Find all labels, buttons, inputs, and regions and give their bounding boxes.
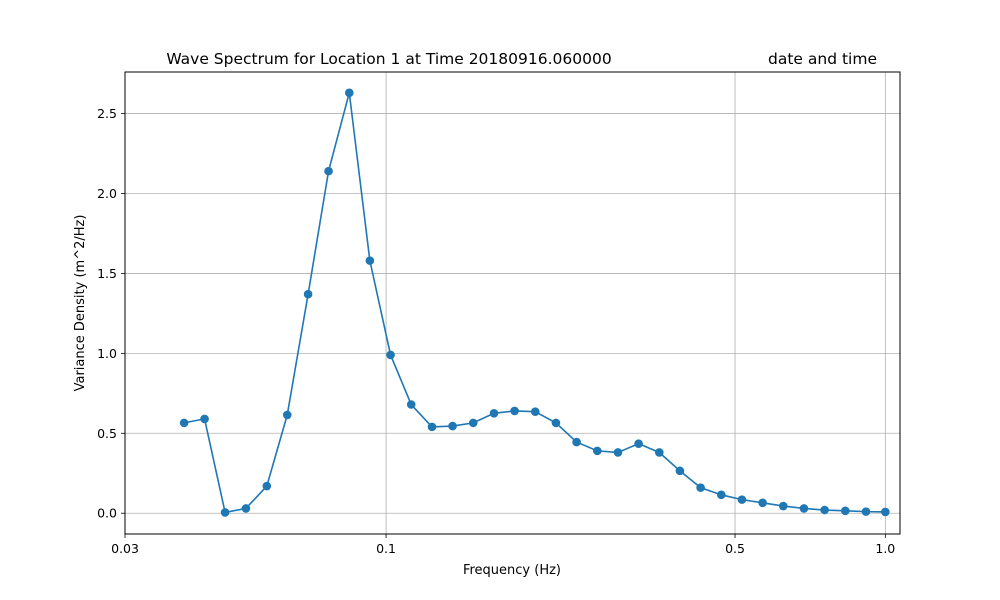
data-point: [200, 414, 209, 424]
data-point: [572, 437, 581, 447]
data-point: [634, 439, 643, 448]
x-axis-label: Frequency (Hz): [463, 563, 561, 578]
x-tick-label: 0.03: [111, 541, 139, 556]
x-tick-label: 1.0: [875, 541, 895, 556]
data-point: [675, 466, 685, 476]
data-point: [861, 507, 871, 516]
grid-lines: [124, 72, 900, 534]
data-point: [282, 410, 292, 420]
data-point: [179, 418, 189, 428]
y-tick-label: 1.5: [97, 266, 117, 281]
data-point: [881, 507, 890, 517]
axis-layer: 0.03 0.1 0.5 1.0 0.0 0.5 1.0 1.5 2.0 2.5: [97, 106, 895, 556]
data-point: [716, 490, 726, 500]
data-point: [448, 421, 457, 431]
data-point: [820, 505, 829, 515]
data-point: [344, 88, 354, 98]
chart-title-right: date and time: [768, 50, 877, 68]
data-point: [489, 409, 499, 418]
data-point: [510, 406, 519, 416]
data-point: [530, 407, 540, 417]
data-point: [427, 422, 437, 432]
y-axis-label: Variance Density (m^2/Hz): [73, 215, 88, 392]
y-tick-label: 0.5: [97, 426, 117, 441]
y-tick-label: 2.0: [97, 186, 117, 201]
data-point: [406, 400, 416, 409]
y-tick-label: 0.0: [97, 506, 117, 521]
data-point: [551, 418, 561, 428]
data-point: [592, 446, 602, 456]
data-point: [262, 481, 272, 491]
data-point: [365, 256, 375, 265]
data-point: [778, 501, 788, 511]
data-point: [758, 498, 767, 508]
plot-frame: [124, 71, 901, 535]
series-line: [183, 92, 886, 514]
data-point: [840, 506, 850, 516]
data-point: [655, 448, 664, 457]
data-point: [613, 448, 623, 457]
data-point: [220, 508, 230, 517]
data-point: [468, 418, 478, 428]
x-tick-label: 0.5: [725, 541, 745, 556]
data-point: [737, 495, 747, 504]
data-point: [303, 289, 313, 299]
data-point: [799, 504, 809, 513]
chart-title: Wave Spectrum for Location 1 at Time 201…: [166, 50, 611, 68]
data-point: [324, 166, 333, 176]
y-tick-label: 2.5: [97, 106, 117, 121]
x-tick-label: 0.1: [376, 541, 396, 556]
data-point: [386, 350, 395, 360]
series-layer: [179, 88, 890, 517]
data-point: [241, 504, 251, 513]
y-tick-label: 1.0: [97, 346, 117, 361]
data-point: [696, 483, 705, 492]
